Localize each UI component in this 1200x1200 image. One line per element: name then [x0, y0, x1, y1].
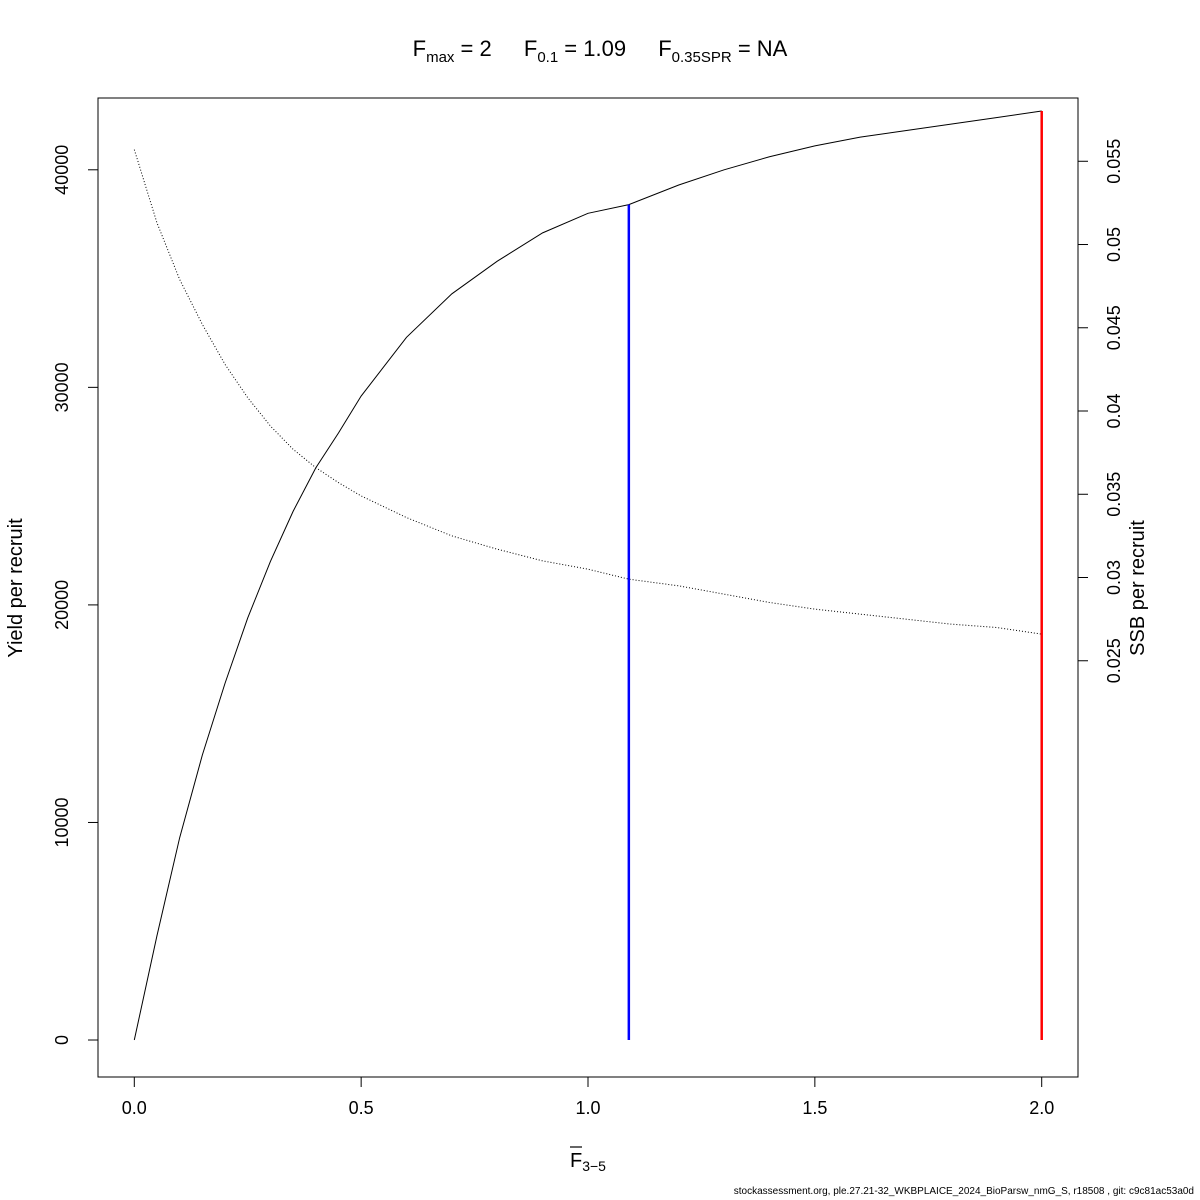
- x-label-base: F: [570, 1150, 582, 1172]
- y-left-tick-label: 20000: [52, 580, 72, 630]
- y-right-tick-label: 0.055: [1104, 139, 1124, 184]
- title-fmax-value: 2: [480, 36, 492, 61]
- x-label-sub: 3−5: [582, 1158, 606, 1174]
- y-left-tick-label: 0: [52, 1035, 72, 1045]
- y-right-label: SSB per recruit: [1127, 520, 1149, 656]
- y-right-tick-label: 0.025: [1104, 638, 1124, 683]
- x-axis: 0.0 0.5 1.0 1.5 2.0: [122, 1076, 1054, 1118]
- title-f01-sub: 0.1: [537, 49, 558, 66]
- svg-text:F3−5: F3−5: [570, 1150, 606, 1174]
- y-right-tick-label: 0.05: [1104, 227, 1124, 262]
- title-fmax-eq: =: [454, 36, 479, 61]
- chart-title: Fmax = 2 F0.1 = 1.09 F0.35SPR = NA: [413, 36, 788, 66]
- y-right-tick-label: 0.03: [1104, 560, 1124, 595]
- y-left-axis: 0 10000 20000 30000 40000: [52, 145, 99, 1045]
- series-layer: [133, 110, 1042, 1041]
- title-f035-base: F: [658, 36, 671, 61]
- title-f035-sub: 0.35SPR: [672, 49, 732, 66]
- y-right-tick-label: 0.045: [1104, 305, 1124, 350]
- title-f01-eq: =: [558, 36, 583, 61]
- footer-source: stockassessment.org, ple.27.21-32_WKBPLA…: [733, 1186, 1194, 1197]
- title-f01-base: F: [524, 36, 537, 61]
- x-tick-label: 1.0: [575, 1098, 600, 1118]
- y-left-tick-label: 10000: [52, 797, 72, 847]
- y-left-tick-label: 40000: [52, 145, 72, 195]
- title-fmax-base: F: [413, 36, 426, 61]
- reference-lines: [627, 111, 1043, 1041]
- x-axis-label: F3−5: [570, 1146, 606, 1174]
- x-tick-label: 0.5: [349, 1098, 374, 1118]
- x-tick-label: 0.0: [122, 1098, 147, 1118]
- plot-frame: [97, 97, 1079, 1078]
- title-f01-value: 1.09: [583, 36, 626, 61]
- y-left-label: Yield per recruit: [5, 518, 27, 658]
- y-left-tick-label: 30000: [52, 362, 72, 412]
- yield-per-recruit-line: [133, 110, 1042, 1041]
- y-right-axis: 0.025 0.03 0.035 0.04 0.045 0.05 0.055: [1077, 139, 1124, 683]
- x-tick-label: 1.5: [802, 1098, 827, 1118]
- title-f035-value: NA: [757, 36, 788, 61]
- ssb-per-recruit-line: [133, 149, 1042, 635]
- title-f035-eq: =: [732, 36, 757, 61]
- y-right-tick-label: 0.035: [1104, 472, 1124, 517]
- x-tick-label: 2.0: [1029, 1098, 1054, 1118]
- y-right-tick-label: 0.04: [1104, 393, 1124, 428]
- title-fmax-sub: max: [426, 49, 455, 66]
